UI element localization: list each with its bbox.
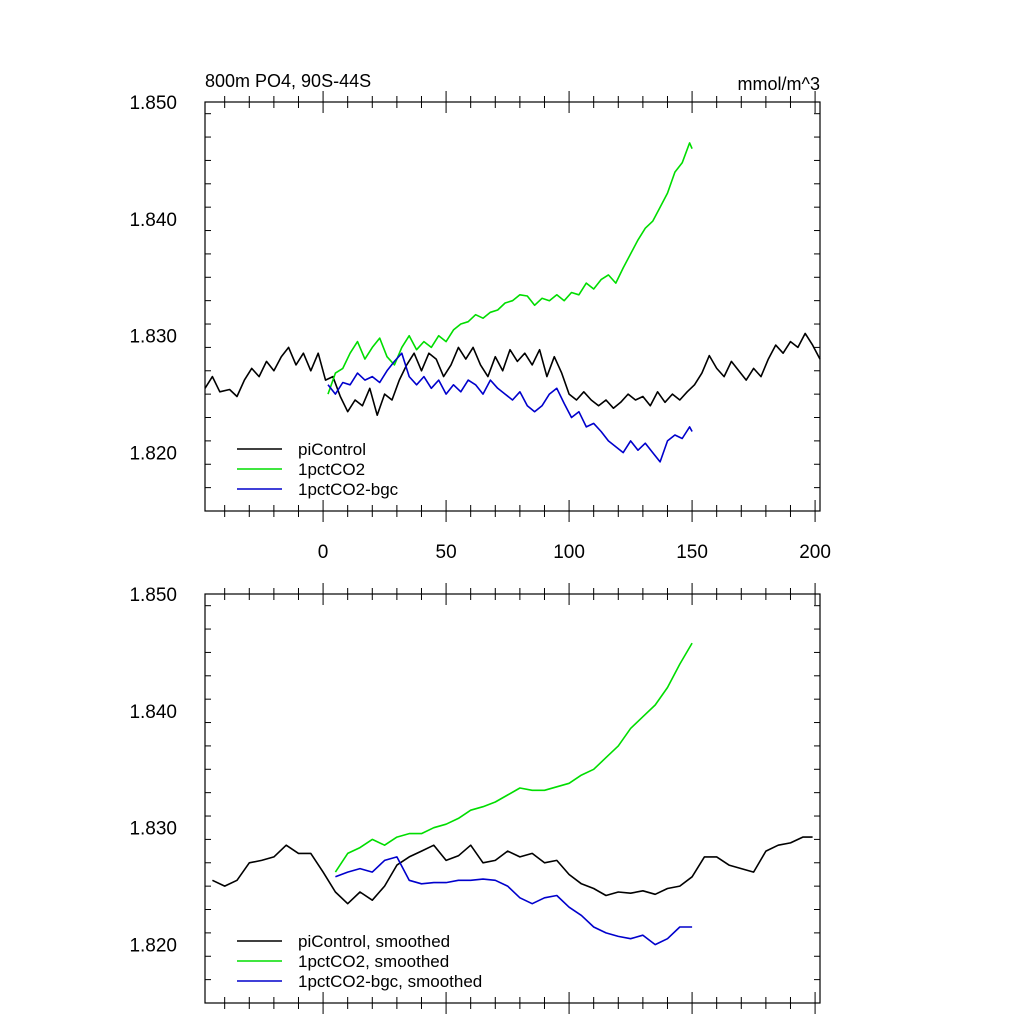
y-tick-label: 1.830 bbox=[129, 327, 177, 348]
y-tick-label: 1.840 bbox=[129, 210, 177, 231]
y-tick-label: 1.820 bbox=[129, 936, 177, 957]
y-tick-label: 1.820 bbox=[129, 444, 177, 465]
y-tick-label: 1.850 bbox=[129, 585, 177, 606]
series-line-1pctco2 bbox=[327, 142, 693, 395]
plot-frame bbox=[204, 593, 821, 1004]
legend-label: piControl, smoothed bbox=[298, 932, 450, 951]
y-tick-label: 1.840 bbox=[129, 702, 177, 723]
series-line-1pctco2-smoothed bbox=[334, 642, 693, 873]
legend-label: 1pctCO2, smoothed bbox=[298, 952, 449, 971]
series-line-picontrol bbox=[204, 332, 821, 417]
plot-frame bbox=[204, 101, 821, 512]
x-tick-label: 0 bbox=[318, 542, 329, 563]
legend-label: piControl bbox=[298, 440, 366, 459]
series-line-1pctco2-bgc-smoothed bbox=[335, 856, 693, 946]
series-line-1pctco2-bgc bbox=[327, 352, 693, 463]
panel-1: 1.820 1.830 1.840 1.850 0 50 100 150 200 800m PO4… bbox=[129, 71, 830, 563]
legend-label: 1pctCO2-bgc bbox=[298, 480, 399, 499]
x-tick-label: 200 bbox=[799, 542, 831, 563]
x-tick-label: 50 bbox=[436, 542, 457, 563]
legend-label: 1pctCO2-bgc, smoothed bbox=[298, 972, 482, 991]
y-tick-label: 1.830 bbox=[129, 819, 177, 840]
y-tick-label: 1.850 bbox=[129, 93, 177, 114]
x-tick-label: 100 bbox=[553, 542, 585, 563]
chart-title: 800m PO4, 90S-44S bbox=[205, 71, 371, 91]
units-label: mmol/m^3 bbox=[738, 74, 820, 94]
legend-label: 1pctCO2 bbox=[298, 460, 365, 479]
x-tick-label: 150 bbox=[676, 542, 708, 563]
series-line-picontrol-smoothed bbox=[212, 836, 813, 905]
